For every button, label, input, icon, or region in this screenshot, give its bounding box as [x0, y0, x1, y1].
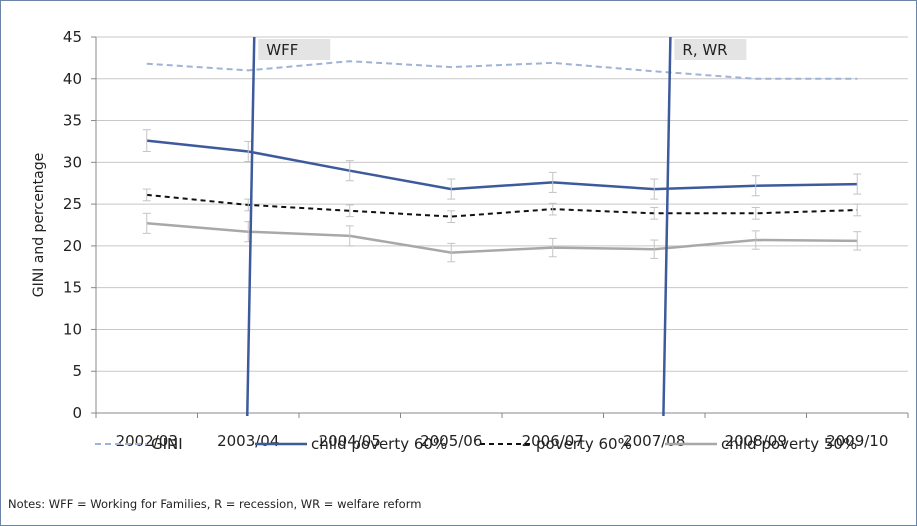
series-line-child-poverty-50-	[146, 222, 858, 254]
event-label-0: WFF	[266, 41, 298, 59]
y-tick-label-30: 30	[63, 153, 82, 171]
chart-notes: Notes: WFF = Working for Families, R = r…	[8, 497, 422, 511]
x-tick-label-2007-08: 2007/08	[623, 432, 685, 450]
x-tick-label-2005-06: 2005/06	[420, 432, 482, 450]
y-tick-label-25: 25	[63, 195, 82, 213]
x-tick-label-2004-05: 2004/05	[319, 432, 381, 450]
x-tick-label-2003-04: 2003/04	[217, 432, 279, 450]
series-line-gini	[146, 60, 858, 80]
event-label-1: R, WR	[682, 41, 727, 59]
series-line-poverty-60-	[146, 193, 858, 218]
y-tick-label-45: 45	[63, 28, 82, 46]
legend-label-poverty-60-: poverty 60%	[536, 435, 632, 453]
x-tick-label-2008-09: 2008/09	[725, 432, 787, 450]
event-label-box-1	[674, 39, 747, 60]
event-line-0	[246, 36, 256, 417]
legend-label-child-poverty-50-: child poverty 50%	[721, 435, 857, 453]
y-tick-label-40: 40	[63, 70, 82, 88]
y-tick-label-15: 15	[63, 279, 82, 297]
y-axis-label: GINI and percentage	[31, 153, 47, 298]
y-tick-label-0: 0	[72, 404, 82, 422]
event-line-1	[662, 36, 672, 417]
y-tick-label-10: 10	[63, 320, 82, 338]
event-label-box-0	[258, 39, 331, 60]
x-tick-label-2002-03: 2002/03	[116, 432, 178, 450]
y-tick-label-35: 35	[63, 112, 82, 130]
series-line-child-poverty-60-	[146, 139, 858, 191]
legend-label-child-poverty-60-: child poverty 60%	[311, 435, 447, 453]
legend-label-gini: GINI	[151, 435, 183, 453]
y-tick-label-5: 5	[72, 362, 82, 380]
x-tick-label-2009-10: 2009/10	[826, 432, 888, 450]
y-tick-label-20: 20	[63, 237, 82, 255]
x-tick-label-2006-07: 2006/07	[522, 432, 584, 450]
